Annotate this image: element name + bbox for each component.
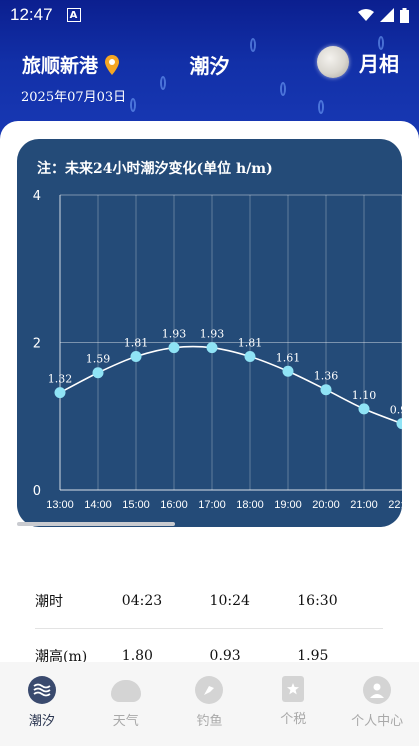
x-tick-label: 14:00 [84,499,112,511]
data-label: 0.90 [390,404,402,417]
tide-line [59,345,402,425]
decor-drop [160,76,166,90]
table-cell: 1.80 [121,648,153,664]
y-tick-label: 2 [33,337,41,352]
data-label: 1.32 [48,373,73,386]
tab-profile[interactable]: 个人中心 [335,676,419,746]
data-point [92,367,104,379]
fishing-icon [195,676,224,704]
x-tick-label: 13:00 [46,499,74,511]
tab-weather[interactable]: 天气 [84,676,168,746]
table-cell: 16:30 [297,593,338,609]
tab-fishing[interactable]: 钓鱼 [168,676,252,746]
table-cell: 04:23 [121,593,163,609]
table-cell: 0.93 [209,648,241,664]
data-label: 1.36 [314,370,339,383]
row-label: 潮时 [35,594,63,610]
decor-drop [250,38,256,52]
data-point [206,342,218,354]
status-bar: 12:47 A [0,0,419,30]
tab-tax[interactable]: 个税 [251,676,335,746]
data-point [282,365,294,377]
y-tick-label: 0 [33,484,41,499]
moon-phase-button[interactable]: 月相 [317,46,399,78]
data-label: 1.10 [352,389,377,402]
x-tick-label: 15:00 [122,499,150,511]
x-tick-label: 22:00 [388,499,402,511]
data-label: 1.59 [86,353,111,366]
tide-table: 潮时 04:23 10:24 16:30 潮高(m) 1.80 0.93 1.9… [35,586,385,671]
chart-scrollbar[interactable] [17,522,175,526]
x-tick-label: 21:00 [350,499,378,511]
tide-chart-card[interactable]: 注：未来24小时潮汐变化(单位 h/m) 0 2 4 13:00 14:00 15:00 1… [17,139,402,527]
cloud-icon [110,680,141,702]
x-tick-label: 16:00 [160,499,188,511]
location-pin-icon [105,54,120,75]
table-row: 潮高(m) 1.80 0.93 1.95 [35,641,385,671]
location-name: 旅顺新港 [22,55,99,77]
tab-tide[interactable]: 潮汐 [0,676,84,746]
data-point [358,403,370,415]
data-point [168,342,180,354]
data-label: 1.61 [276,351,301,364]
x-tick-label: 20:00 [312,499,340,511]
location-selector[interactable]: 旅顺新港 [22,51,120,78]
status-icons [358,7,409,23]
decor-drop [378,36,384,50]
data-label: 1.81 [238,337,263,350]
data-point [320,384,332,396]
data-label: 1.93 [162,328,187,341]
moon-icon [317,46,349,78]
moon-phase-label: 月相 [359,51,399,76]
wifi-icon [358,9,374,21]
tab-label: 天气 [112,714,139,729]
table-row: 潮时 04:23 10:24 16:30 [35,586,385,616]
signal-icon [380,8,394,22]
tide-chart: 0 2 4 13:00 14:00 15:00 16:00 17:00 18:00 19:00 20… [33,189,402,511]
row-divider [35,628,383,629]
decor-drop [280,82,286,96]
notification-icon: A [66,8,81,22]
tab-label: 潮汐 [28,714,55,729]
tab-label: 个税 [280,712,307,727]
row-label: 潮高(m) [35,649,88,665]
data-label: 1.93 [200,328,225,341]
tab-label: 个人中心 [351,714,404,729]
battery-icon [400,7,409,23]
data-point [130,351,142,363]
status-time: 12:47 [10,5,53,24]
table-cell: 10:24 [209,593,250,609]
data-point [396,418,402,430]
chart-note: 注：未来24小时潮汐变化(单位 h/m) [37,161,273,177]
data-point [244,351,256,363]
data-point [54,387,66,399]
data-label: 1.81 [124,337,149,350]
decor-drop [130,98,136,112]
table-cell: 1.95 [297,648,329,664]
decor-drop [318,100,324,114]
x-tick-label: 18:00 [236,499,264,511]
x-tick-label: 19:00 [274,499,302,511]
user-icon [363,676,392,704]
current-date: 2025年07月03日 [21,90,127,105]
bottom-tab-bar: 潮汐 天气 钓鱼 个税 个人中心 [0,662,419,746]
y-tick-label: 4 [33,189,41,204]
bookmark-star-icon [282,676,305,702]
x-tick-label: 17:00 [198,499,226,511]
tab-label: 钓鱼 [196,714,223,729]
waves-icon [27,676,56,704]
